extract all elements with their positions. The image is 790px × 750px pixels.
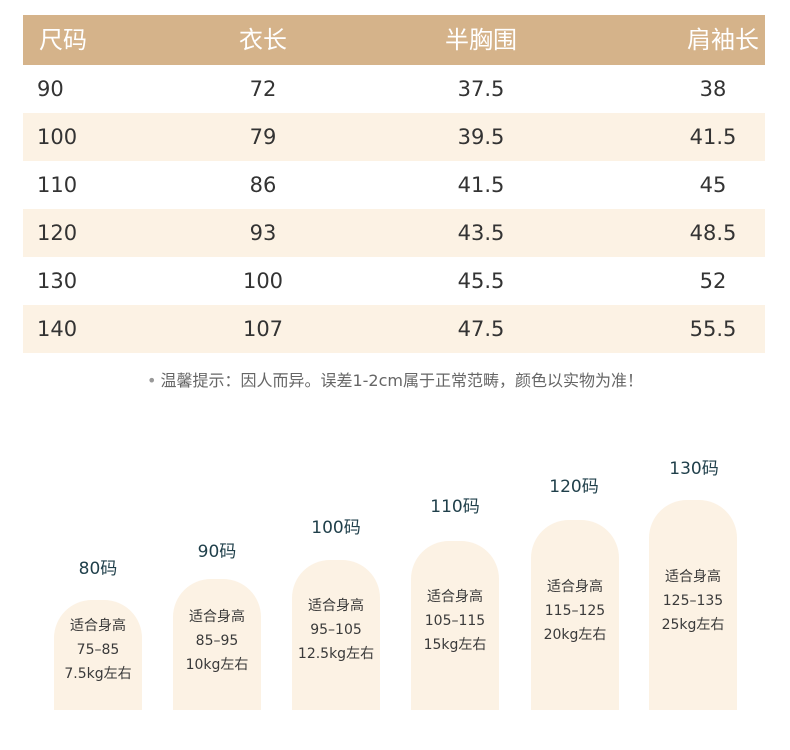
table-header: 尺码 衣长 半胸围 肩袖长 <box>23 15 765 65</box>
height-range: 95–105 <box>310 622 362 638</box>
cell-half-chest: 37.5 <box>457 77 505 101</box>
header-length: 衣长 <box>239 26 287 54</box>
cell-shoulder-sleeve: 41.5 <box>689 125 737 149</box>
size-info: 适合身高 115–125 20kg左右 <box>515 575 635 647</box>
cell-half-chest: 41.5 <box>457 173 505 197</box>
size-table: 尺码 衣长 半胸围 肩袖长 90 72 37.5 38 100 79 39.5 … <box>23 15 765 353</box>
header-shoulder-sleeve: 肩袖长 <box>687 26 759 54</box>
cell-size: 110 <box>37 173 78 197</box>
table-row: 110 86 41.5 45 <box>23 161 765 209</box>
size-label: 90码 <box>197 542 237 562</box>
cell-shoulder-sleeve: 55.5 <box>689 317 737 341</box>
weight-range: 20kg左右 <box>543 627 607 643</box>
size-bar <box>54 600 142 710</box>
fit-label: 适合身高 <box>547 579 603 595</box>
height-range: 75–85 <box>76 642 120 658</box>
cell-size: 90 <box>37 77 64 101</box>
size-bar <box>649 500 737 710</box>
header-half-chest: 半胸围 <box>445 26 517 54</box>
height-range: 115–125 <box>544 603 606 619</box>
table-row: 90 72 37.5 38 <box>23 65 765 113</box>
size-bar <box>292 560 380 710</box>
table-row: 140 107 47.5 55.5 <box>23 305 765 353</box>
cell-length: 93 <box>249 221 277 245</box>
fit-label: 适合身高 <box>189 609 245 625</box>
weight-range: 25kg左右 <box>661 617 725 633</box>
cell-shoulder-sleeve: 52 <box>699 269 727 293</box>
cell-size: 100 <box>37 125 78 149</box>
cell-half-chest: 45.5 <box>457 269 505 293</box>
tip-note: • 温馨提示：因人而异。误差1-2cm属于正常范畴，颜色以实物为准！ <box>0 367 790 391</box>
bullet-dot-icon: • <box>147 371 157 390</box>
size-label: 100码 <box>311 518 361 538</box>
size-bar <box>173 579 261 710</box>
cell-shoulder-sleeve: 48.5 <box>689 221 737 245</box>
fit-label: 适合身高 <box>665 569 721 585</box>
cell-size: 120 <box>37 221 78 245</box>
weight-range: 10kg左右 <box>185 657 249 673</box>
fit-label: 适合身高 <box>70 618 126 634</box>
cell-size: 130 <box>37 269 78 293</box>
cell-shoulder-sleeve: 38 <box>699 77 727 101</box>
size-info: 适合身高 125–135 25kg左右 <box>633 565 753 637</box>
cell-length: 72 <box>249 77 277 101</box>
height-range: 125–135 <box>662 593 724 609</box>
weight-range: 15kg左右 <box>423 637 487 653</box>
table-row: 120 93 43.5 48.5 <box>23 209 765 257</box>
cell-half-chest: 43.5 <box>457 221 505 245</box>
weight-range: 12.5kg左右 <box>297 646 375 662</box>
table-row: 100 79 39.5 41.5 <box>23 113 765 161</box>
fit-label: 适合身高 <box>308 598 364 614</box>
cell-length: 79 <box>249 125 277 149</box>
size-bar <box>531 520 619 710</box>
header-size: 尺码 <box>39 26 87 54</box>
size-info: 适合身高 85–95 10kg左右 <box>157 605 277 677</box>
size-info: 适合身高 95–105 12.5kg左右 <box>276 594 396 666</box>
cell-half-chest: 47.5 <box>457 317 505 341</box>
table-row: 130 100 45.5 52 <box>23 257 765 305</box>
fit-label: 适合身高 <box>427 589 483 605</box>
size-label: 120码 <box>549 477 599 497</box>
cell-length: 100 <box>242 269 284 293</box>
size-info: 适合身高 105–115 15kg左右 <box>395 585 515 657</box>
weight-range: 7.5kg左右 <box>64 666 132 682</box>
cell-shoulder-sleeve: 45 <box>699 173 727 197</box>
size-label: 130码 <box>669 459 719 479</box>
height-range: 105–115 <box>424 613 486 629</box>
cell-length: 86 <box>249 173 277 197</box>
cell-length: 107 <box>242 317 284 341</box>
size-info: 适合身高 75–85 7.5kg左右 <box>38 614 158 686</box>
size-label: 80码 <box>78 559 118 579</box>
tip-text: 温馨提示：因人而异。误差1-2cm属于正常范畴，颜色以实物为准！ <box>160 371 643 390</box>
cell-half-chest: 39.5 <box>457 125 505 149</box>
size-label: 110码 <box>430 497 480 517</box>
size-bar <box>411 541 499 710</box>
height-range: 85–95 <box>195 633 239 649</box>
cell-size: 140 <box>37 317 78 341</box>
